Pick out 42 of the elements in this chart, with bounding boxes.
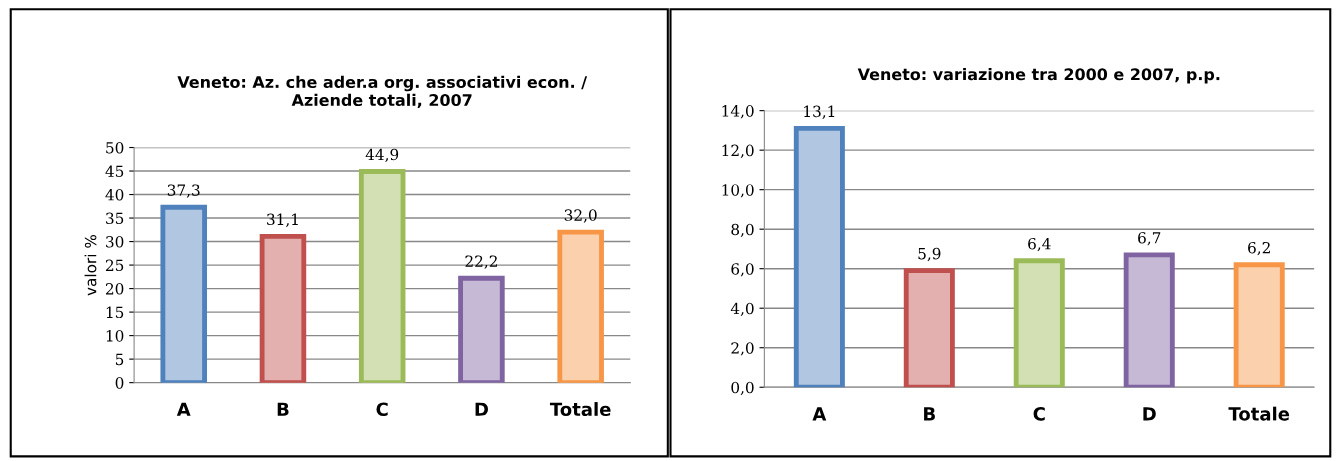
- y-tick-label: 20: [105, 283, 124, 295]
- chart-title: Veneto: variazione tra 2000 e 2007, p.p.: [857, 67, 1220, 84]
- chart-title: Veneto: Az. che ader.a org. associativi econ. / Aziende totali, 2007: [177, 75, 588, 109]
- y-tick-label: 14,0: [722, 105, 754, 119]
- y-tick-label: 30: [106, 236, 124, 248]
- y-tick-label: 12,0: [722, 144, 754, 159]
- y-tick-label: 5: [115, 353, 124, 366]
- data-label: 32,0: [564, 209, 597, 223]
- y-tick-label: 8,0: [731, 223, 754, 238]
- x-tick-label: C: [376, 402, 388, 417]
- y-tick-label: 6,0: [731, 263, 754, 277]
- y-tick-label: 25: [105, 259, 124, 272]
- x-tick-label: D: [1143, 407, 1156, 421]
- data-label: 6,7: [1138, 232, 1161, 246]
- y-tick-label: 35: [106, 212, 124, 225]
- y-tick-label: 10,0: [722, 184, 754, 198]
- y-tick-label: 0,0: [731, 381, 754, 396]
- x-tick-label: Totale: [549, 402, 611, 417]
- y-tick-label: 40: [105, 189, 124, 201]
- y-tick-label: 0: [115, 377, 124, 389]
- y-axis-title: valori %: [84, 234, 97, 296]
- data-label: 37,3: [167, 184, 200, 198]
- y-tick-label: 15: [106, 306, 124, 319]
- x-tick-label: B: [924, 407, 935, 421]
- data-label: 6,2: [1248, 241, 1270, 256]
- data-label: 6,4: [1028, 237, 1051, 252]
- x-tick-label: B: [277, 402, 289, 416]
- data-label: 31,1: [267, 213, 298, 227]
- y-tick-label: 10: [106, 330, 124, 342]
- data-label: 5,9: [918, 247, 941, 262]
- data-label: 44,9: [365, 148, 399, 163]
- x-tick-label: A: [812, 407, 827, 421]
- x-tick-label: C: [1033, 407, 1045, 421]
- y-tick-label: 50: [106, 141, 124, 154]
- y-tick-label: 45: [105, 165, 124, 178]
- data-label: 13,1: [804, 105, 835, 119]
- y-tick-label: 4,0: [730, 302, 754, 317]
- x-tick-label: D: [475, 402, 488, 416]
- x-tick-label: A: [176, 402, 191, 416]
- data-label: 22,2: [465, 255, 497, 269]
- x-tick-label: Totale: [1228, 406, 1290, 421]
- y-tick-label: 2,0: [731, 342, 754, 356]
